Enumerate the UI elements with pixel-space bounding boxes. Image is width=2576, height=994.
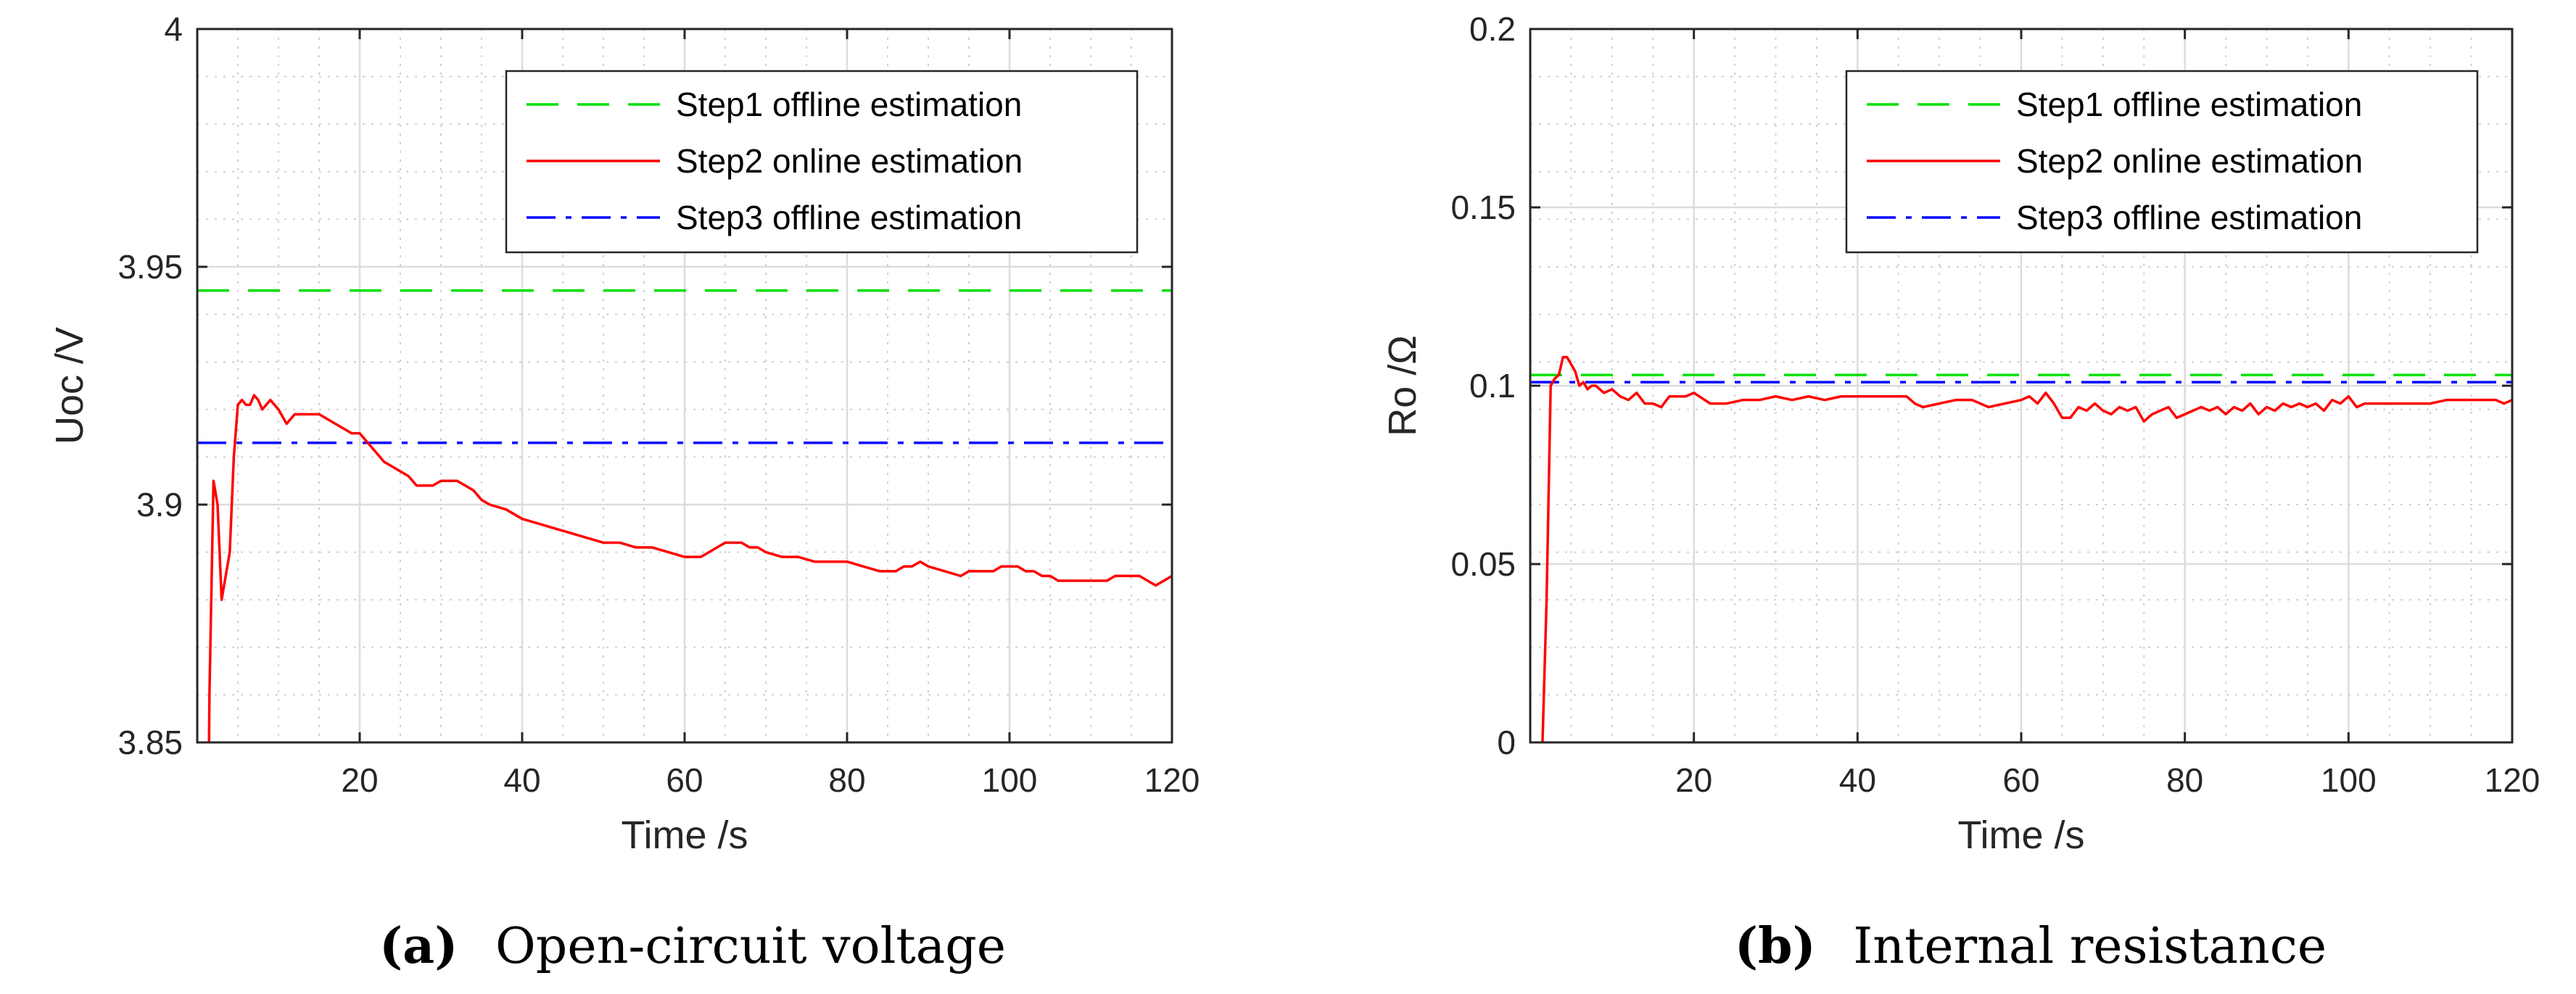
series-step2-online-line	[1541, 355, 2512, 742]
y-tick-label: 0.15	[1450, 189, 1516, 226]
panel-a-reference-lines	[197, 289, 1172, 444]
x-tick-label: 60	[666, 761, 703, 799]
panel-a-open-circuit-voltage: 20 40 60 80 100 120 3.85 3.9 3.95 4 Time /s Uoc …	[48, 10, 1200, 975]
panel-b-legend: Step1 offline estimation Step2 online es…	[1845, 70, 2479, 254]
panel-a-caption-tag: (a)	[379, 917, 458, 975]
x-tick-label: 40	[1839, 761, 1876, 799]
panel-a-legend-label-step1: Step1 offline estimation	[676, 86, 1022, 123]
panel-a-y-axis-label: Uoc /V	[48, 327, 91, 444]
y-tick-label: 0.05	[1450, 545, 1516, 583]
panel-a-x-axis-label: Time /s	[622, 813, 748, 857]
panel-b-legend-label-step1: Step1 offline estimation	[2016, 86, 2362, 123]
x-tick-label: 100	[982, 761, 1038, 799]
x-tick-label: 80	[2166, 761, 2203, 799]
y-tick-label: 0	[1497, 724, 1516, 761]
panel-b-internal-resistance: 20 40 60 80 100 120 0 0.05 0.1 0.15 0.2 Time /s R…	[1381, 10, 2540, 975]
y-tick-label: 3.9	[136, 486, 183, 523]
panel-b-legend-label-step3: Step3 offline estimation	[2016, 199, 2362, 236]
panel-a-online-series	[205, 394, 1172, 742]
panel-b-legend-label-step2: Step2 online estimation	[2016, 142, 2363, 180]
y-tick-label: 3.85	[117, 724, 183, 761]
y-tick-label: 3.95	[117, 248, 183, 286]
panel-b-y-axis-label: Ro /Ω	[1381, 335, 1424, 436]
x-tick-label: 120	[1144, 761, 1200, 799]
panel-b-reference-lines	[1530, 373, 2512, 384]
panel-a-legend-label-step2: Step2 online estimation	[676, 142, 1023, 180]
series-step2-online-line	[205, 394, 1172, 742]
panel-b-caption: (b) Internal resistance	[1735, 917, 2327, 975]
panel-b-x-ticks: 20 40 60 80 100 120	[1675, 29, 2540, 799]
y-tick-label: 0.1	[1469, 367, 1516, 405]
x-tick-label: 120	[2485, 761, 2540, 799]
panel-a-x-ticks: 20 40 60 80 100 120	[341, 29, 1200, 799]
x-tick-label: 60	[2002, 761, 2039, 799]
x-tick-label: 20	[341, 761, 378, 799]
x-tick-label: 100	[2321, 761, 2377, 799]
panel-a-legend: Step1 offline estimation Step2 online es…	[505, 70, 1139, 254]
x-tick-label: 20	[1675, 761, 1712, 799]
panel-a-y-ticks: 3.85 3.9 3.95 4	[117, 10, 1172, 761]
x-tick-label: 80	[828, 761, 865, 799]
panel-b-y-ticks: 0 0.05 0.1 0.15 0.2	[1450, 10, 2512, 761]
panel-b-caption-tag: (b)	[1735, 917, 1816, 975]
panel-a-legend-label-step3: Step3 offline estimation	[676, 199, 1022, 236]
panel-b-caption-text: Internal resistance	[1853, 918, 2327, 975]
y-tick-label: 4	[164, 10, 183, 48]
panel-a-caption-text: Open-circuit voltage	[495, 918, 1006, 975]
panel-b-x-axis-label: Time /s	[1958, 813, 2085, 857]
panel-b-online-series	[1541, 355, 2512, 742]
panel-a-caption: (a) Open-circuit voltage	[379, 917, 1006, 975]
y-tick-label: 0.2	[1469, 10, 1516, 48]
x-tick-label: 40	[503, 761, 540, 799]
